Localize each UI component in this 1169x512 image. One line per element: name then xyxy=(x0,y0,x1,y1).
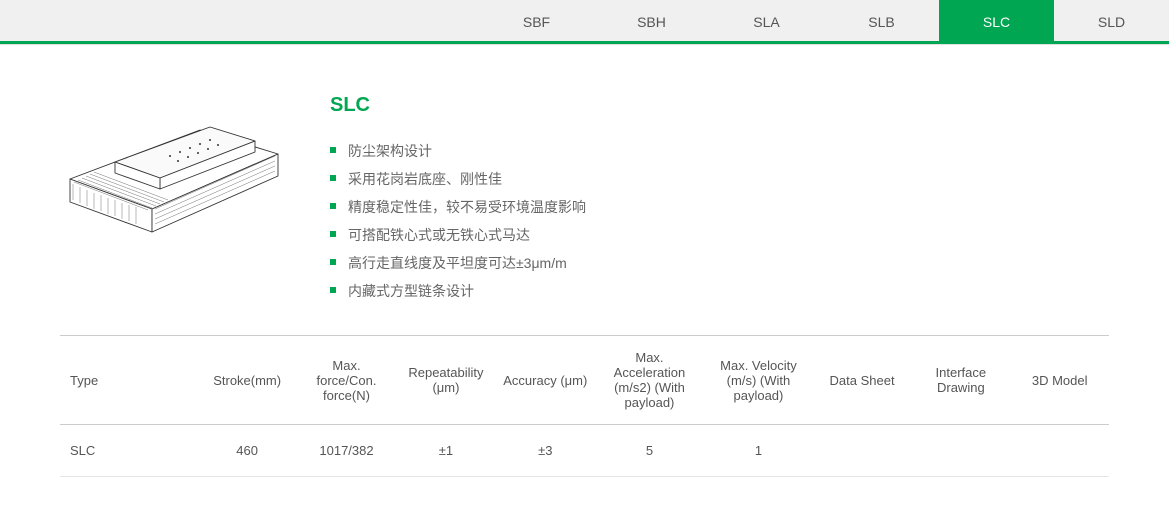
spec-table-wrap: TypeStroke(mm)Max. force/Con. force(N)Re… xyxy=(0,335,1169,507)
table-header-row: TypeStroke(mm)Max. force/Con. force(N)Re… xyxy=(60,336,1109,425)
table-cell xyxy=(813,425,912,477)
tab-sbf[interactable]: SBF xyxy=(479,0,594,44)
col-header: Max. force/Con. force(N) xyxy=(297,336,396,425)
tab-sbh[interactable]: SBH xyxy=(594,0,709,44)
tab-sla[interactable]: SLA xyxy=(709,0,824,44)
feature-item: 精度稳定性佳，较不易受环境温度影响 xyxy=(330,193,1109,221)
table-cell: SLC xyxy=(60,425,197,477)
col-header: Max. Velocity (m/s) (With payload) xyxy=(704,336,813,425)
product-title: SLC xyxy=(330,94,1109,117)
tab-slb[interactable]: SLB xyxy=(824,0,939,44)
feature-item: 可搭配铁心式或无铁心式马达 xyxy=(330,221,1109,249)
feature-item: 采用花岗岩底座、刚性佳 xyxy=(330,165,1109,193)
feature-item: 防尘架构设计 xyxy=(330,137,1109,165)
feature-list: 防尘架构设计采用花岗岩底座、刚性佳精度稳定性佳，较不易受环境温度影响可搭配铁心式… xyxy=(330,137,1109,305)
product-detail: SLC 防尘架构设计采用花岗岩底座、刚性佳精度稳定性佳，较不易受环境温度影响可搭… xyxy=(320,94,1109,305)
col-header: Repeatability (μm) xyxy=(396,336,496,425)
tab-sld[interactable]: SLD xyxy=(1054,0,1169,44)
col-header: Accuracy (μm) xyxy=(496,336,595,425)
table-cell: 5 xyxy=(595,425,704,477)
table-cell xyxy=(911,425,1010,477)
table-cell: 460 xyxy=(197,425,296,477)
product-tabs: SBFSBHSLASLBSLCSLD xyxy=(0,0,1169,44)
feature-item: 高行走直线度及平坦度可达±3μm/m xyxy=(330,249,1109,277)
table-cell: ±3 xyxy=(496,425,595,477)
col-header: Stroke(mm) xyxy=(197,336,296,425)
table-cell: 1 xyxy=(704,425,813,477)
tab-slc[interactable]: SLC xyxy=(939,0,1054,44)
feature-item: 内藏式方型链条设计 xyxy=(330,277,1109,305)
table-cell: ±1 xyxy=(396,425,496,477)
linear-stage-icon xyxy=(60,94,290,254)
col-header: Type xyxy=(60,336,197,425)
table-cell xyxy=(1010,425,1109,477)
product-image xyxy=(60,94,320,305)
col-header: Max. Acceleration (m/s2) (With payload) xyxy=(595,336,704,425)
table-body: SLC4601017/382±1±351 xyxy=(60,425,1109,477)
col-header: Interface Drawing xyxy=(911,336,1010,425)
table-row: SLC4601017/382±1±351 xyxy=(60,425,1109,477)
table-cell: 1017/382 xyxy=(297,425,396,477)
col-header: Data Sheet xyxy=(813,336,912,425)
col-header: 3D Model xyxy=(1010,336,1109,425)
spec-table: TypeStroke(mm)Max. force/Con. force(N)Re… xyxy=(60,335,1109,477)
product-content: SLC 防尘架构设计采用花岗岩底座、刚性佳精度稳定性佳，较不易受环境温度影响可搭… xyxy=(0,44,1169,335)
